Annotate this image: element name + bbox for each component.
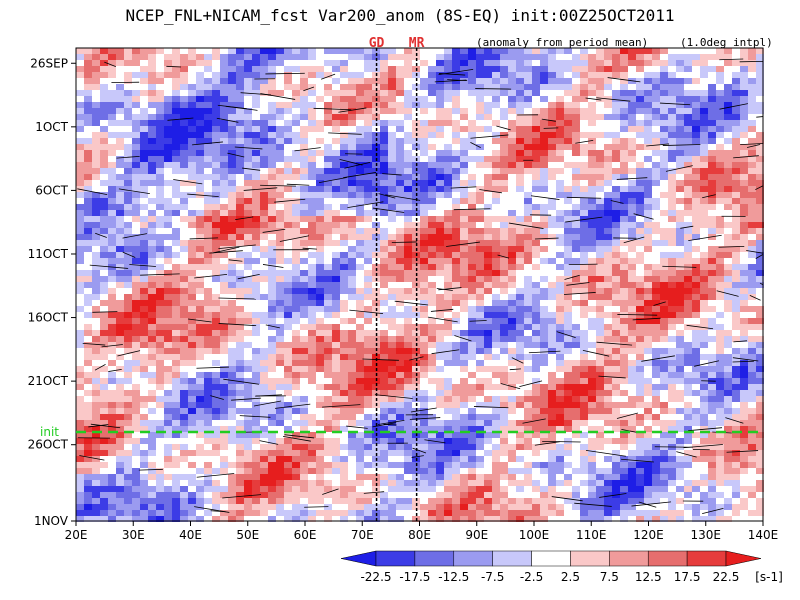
colorbar-box	[453, 550, 493, 567]
init-label: init	[40, 425, 59, 439]
x-tick-label: 140E	[748, 528, 779, 542]
x-tick-label: 50E	[236, 528, 259, 542]
colorbar-box	[686, 550, 727, 567]
colorbar-label: -12.5	[438, 570, 469, 584]
y-tick-label: 21OCT	[28, 374, 69, 388]
colorbar-arrow-high	[725, 550, 762, 567]
y-tick-label: 26OCT	[28, 438, 69, 452]
x-axis: 20E 30E 40E 50E 60E 70E 80E 90E 100E 110E 120E 130E…	[65, 521, 779, 542]
chart-title: NCEP_FNL+NICAM_fcst Var200_anom (8S-EQ) …	[125, 6, 675, 25]
colorbar-label: 7.5	[600, 570, 619, 584]
colorbar-label: -17.5	[399, 570, 430, 584]
y-axis: 26SEP 1OCT 6OCT 11OCT 16OCT 21OCT 26OCT 1NOV	[28, 56, 76, 528]
colorbar-box	[647, 550, 688, 567]
x-tick-label: 120E	[633, 528, 664, 542]
period-note: (anomaly from period mean)	[476, 36, 649, 49]
x-tick-label: 100E	[519, 528, 550, 542]
colorbar-label: -22.5	[360, 570, 391, 584]
x-tick-label: 90E	[465, 528, 488, 542]
x-tick-label: 70E	[351, 528, 374, 542]
colorbar-box	[531, 550, 571, 567]
colorbar-label: -7.5	[481, 570, 504, 584]
x-tick-label: 60E	[294, 528, 317, 542]
y-tick-label: 6OCT	[35, 183, 68, 197]
colorbar-arrow-low	[340, 550, 377, 567]
y-tick-label: 1NOV	[34, 514, 69, 528]
x-tick-label: 20E	[65, 528, 88, 542]
colorbar-label: 17.5	[674, 570, 701, 584]
y-tick-label: 16OCT	[28, 311, 69, 325]
x-tick-label: 110E	[576, 528, 607, 542]
marker-label: MR	[409, 36, 425, 51]
anomaly-field	[76, 48, 764, 522]
y-tick-label: 26SEP	[30, 56, 68, 70]
location-markers: GD MR init	[40, 36, 763, 521]
colorbar-box	[570, 550, 610, 567]
x-tick-label: 80E	[408, 528, 431, 542]
x-tick-label: 130E	[691, 528, 722, 542]
colorbar-box	[492, 550, 532, 567]
marker-label: GD	[369, 36, 385, 51]
colorbar-box	[609, 550, 649, 567]
y-tick-label: 1OCT	[35, 120, 68, 134]
colorbar-label: 2.5	[561, 570, 580, 584]
y-tick-label: 11OCT	[28, 247, 69, 261]
x-tick-label: 30E	[122, 528, 145, 542]
colorbar: -22.5 -17.5 -12.5 -7.5 -2.5 2.5 7.5 12.5 17.5 22.…	[340, 550, 783, 584]
colorbar-label: 22.5	[713, 570, 740, 584]
colorbar-unit: [s-1]	[755, 570, 783, 584]
colorbar-label: 12.5	[635, 570, 662, 584]
interp-note: (1.0deg intpl)	[680, 36, 773, 49]
colorbar-label: -2.5	[520, 570, 543, 584]
colorbar-box	[414, 550, 455, 567]
colorbar-box	[375, 550, 416, 567]
x-tick-label: 40E	[179, 528, 202, 542]
